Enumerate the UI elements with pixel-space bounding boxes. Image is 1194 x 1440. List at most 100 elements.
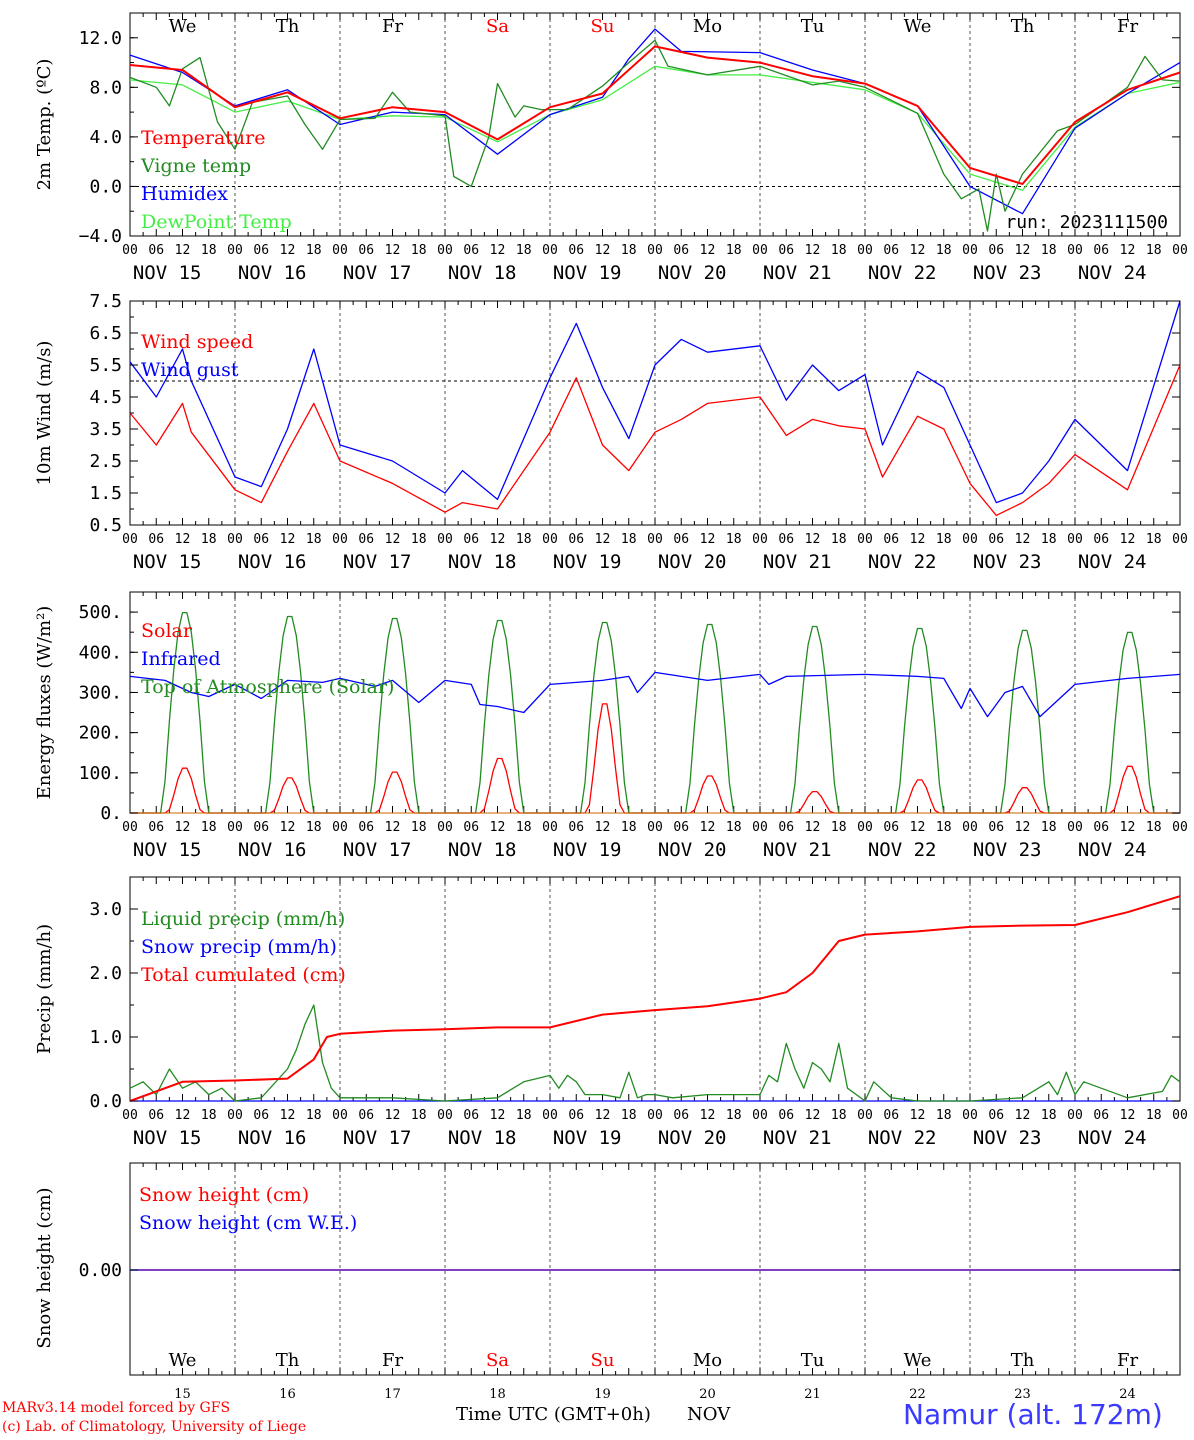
- model-credit-line2: (c) Lab. of Climatology, University of L…: [2, 1419, 307, 1435]
- x-axis-labels-3: 00 06 12 18 NOV 15 00 06 12 18 NOV 16 00 06 12 18 NOV …: [122, 820, 1188, 861]
- day-number: 20: [699, 1387, 716, 1402]
- model-credit-line1: MARv3.14 model forced by GFS: [2, 1400, 231, 1416]
- hour-tick-label: 12: [490, 820, 506, 835]
- hour-tick-label: 00: [962, 1108, 978, 1123]
- legend-entry: Snow height (cm): [139, 1184, 309, 1206]
- hour-tick-label: 06: [463, 243, 479, 258]
- date-tick-label: NOV 23: [973, 1127, 1042, 1149]
- y-tick-label: 0.0: [89, 1091, 122, 1112]
- date-tick-label: NOV 23: [973, 262, 1042, 284]
- hour-tick-label: 06: [883, 532, 899, 547]
- hour-tick-label: 12: [805, 1108, 821, 1123]
- hour-tick-label: 18: [201, 1108, 217, 1123]
- hour-tick-label: 00: [332, 243, 348, 258]
- hour-tick-label: 12: [280, 243, 296, 258]
- date-tick-label: NOV 19: [553, 839, 622, 861]
- date-tick-label: NOV 22: [868, 262, 937, 284]
- hour-tick-label: 12: [175, 1108, 191, 1123]
- hour-tick-label: 18: [411, 1108, 427, 1123]
- hour-tick-label: 06: [148, 532, 164, 547]
- hour-tick-label: 00: [437, 532, 453, 547]
- date-tick-label: NOV 17: [343, 551, 412, 573]
- hour-tick-label: 12: [280, 1108, 296, 1123]
- date-tick-label: NOV 16: [238, 551, 307, 573]
- date-tick-label: NOV 21: [763, 839, 832, 861]
- hour-tick-label: 18: [201, 532, 217, 547]
- x-axis-label: Time UTC (GMT+0h): [456, 1404, 651, 1425]
- day-name: Sa: [486, 1350, 509, 1371]
- hour-tick-label: 18: [1041, 820, 1057, 835]
- hour-tick-label: 18: [936, 1108, 952, 1123]
- y-tick-label: 3.0: [89, 899, 122, 920]
- day-name: Mo: [693, 1350, 722, 1371]
- hour-tick-label: 06: [883, 820, 899, 835]
- day-name: Mo: [693, 16, 722, 37]
- day-name: Tu: [801, 16, 825, 37]
- x-axis-labels-2: 00 06 12 18 NOV 15 00 06 12 18 NOV 16 00 06 12 18 NOV …: [122, 532, 1188, 573]
- hour-tick-label: 06: [253, 532, 269, 547]
- legend-5: Snow height (cm) Snow height (cm W.E.): [139, 1184, 357, 1234]
- y-axis-label: 10m Wind (m/s): [34, 341, 55, 486]
- hour-tick-label: 00: [1067, 820, 1083, 835]
- y-tick-label: 0.00: [79, 1260, 122, 1281]
- hour-tick-label: 06: [1093, 532, 1109, 547]
- y-tick-label: 300.: [79, 682, 122, 703]
- panel-frame-2: [129, 300, 1181, 526]
- date-tick-label: NOV 16: [238, 839, 307, 861]
- y-tick-label: −4.0: [79, 226, 122, 247]
- legend-entry: Top of Atmosphere (Solar): [141, 676, 394, 698]
- hour-tick-label: 00: [647, 820, 663, 835]
- hour-tick-label: 00: [542, 820, 558, 835]
- date-tick-label: NOV 17: [343, 839, 412, 861]
- y-tick-label: 4.0: [89, 127, 122, 148]
- series-line-temperature: [129, 45, 1181, 185]
- hour-tick-label: 12: [1120, 820, 1136, 835]
- hour-tick-label: 00: [122, 243, 138, 258]
- hour-tick-label: 12: [910, 1108, 926, 1123]
- hour-tick-label: 12: [910, 243, 926, 258]
- legend-2: Wind speed Wind gust: [141, 331, 253, 381]
- hour-tick-label: 00: [227, 1108, 243, 1123]
- day-number: 17: [384, 1387, 401, 1402]
- y-tick-label: 200.: [79, 723, 122, 744]
- hour-tick-label: 06: [778, 243, 794, 258]
- date-tick-label: NOV 22: [868, 1127, 937, 1149]
- day-numbers: 15 16 17 18 19 20 21 22 23 24: [174, 1387, 1136, 1402]
- hour-tick-label: 06: [988, 820, 1004, 835]
- hour-tick-label: 18: [411, 243, 427, 258]
- date-tick-label: NOV 17: [343, 262, 412, 284]
- date-tick-label: NOV 22: [868, 839, 937, 861]
- date-tick-label: NOV 15: [133, 551, 202, 573]
- day-number: 16: [279, 1387, 296, 1402]
- hour-tick-label: 00: [752, 243, 768, 258]
- hour-tick-label: 00: [332, 532, 348, 547]
- date-tick-label: NOV 17: [343, 1127, 412, 1149]
- date-tick-label: NOV 20: [658, 1127, 727, 1149]
- y-tick-label: 1.5: [89, 483, 122, 504]
- hour-tick-label: 06: [148, 820, 164, 835]
- hour-tick-label: 06: [1093, 243, 1109, 258]
- hour-tick-label: 00: [647, 243, 663, 258]
- run-label: run: 2023111500: [1005, 212, 1168, 233]
- hour-tick-label: 18: [516, 532, 532, 547]
- hour-tick-label: 00: [857, 532, 873, 547]
- hour-tick-label: 18: [726, 1108, 742, 1123]
- hour-tick-label: 06: [568, 243, 584, 258]
- hour-tick-label: 00: [1067, 243, 1083, 258]
- hour-tick-label: 00: [227, 532, 243, 547]
- hour-tick-label: 00: [122, 820, 138, 835]
- day-number: 23: [1014, 1387, 1031, 1402]
- y-tick-label: 5.5: [89, 355, 122, 376]
- hour-tick-label: 18: [831, 820, 847, 835]
- hour-tick-label: 12: [385, 243, 401, 258]
- date-tick-label: NOV 22: [868, 551, 937, 573]
- hour-tick-label: 12: [1120, 243, 1136, 258]
- day-name: Th: [276, 1350, 300, 1371]
- hour-tick-label: 12: [385, 1108, 401, 1123]
- plot-area-border: [129, 300, 1181, 526]
- hour-tick-label: 12: [910, 532, 926, 547]
- y-tick-label: 3.5: [89, 419, 122, 440]
- hour-tick-label: 06: [463, 532, 479, 547]
- hour-tick-label: 00: [962, 820, 978, 835]
- hour-tick-label: 00: [857, 243, 873, 258]
